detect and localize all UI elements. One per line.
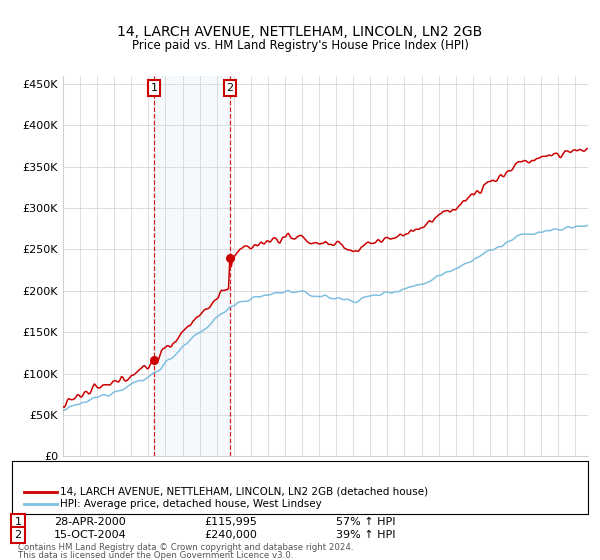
Text: HPI: Average price, detached house, West Lindsey: HPI: Average price, detached house, West… (60, 499, 322, 509)
Text: 2: 2 (14, 530, 22, 540)
Text: £115,995: £115,995 (204, 517, 257, 527)
Text: 2: 2 (227, 83, 234, 93)
Text: Price paid vs. HM Land Registry's House Price Index (HPI): Price paid vs. HM Land Registry's House … (131, 39, 469, 52)
Text: 28-APR-2000: 28-APR-2000 (54, 517, 126, 527)
Text: 1: 1 (14, 517, 22, 527)
Text: This data is licensed under the Open Government Licence v3.0.: This data is licensed under the Open Gov… (18, 551, 293, 560)
Text: Contains HM Land Registry data © Crown copyright and database right 2024.: Contains HM Land Registry data © Crown c… (18, 543, 353, 552)
Bar (154, 76, 230, 456)
Text: 39% ↑ HPI: 39% ↑ HPI (336, 530, 395, 540)
Text: 14, LARCH AVENUE, NETTLEHAM, LINCOLN, LN2 2GB (detached house): 14, LARCH AVENUE, NETTLEHAM, LINCOLN, LN… (60, 487, 428, 497)
Text: 1: 1 (151, 83, 157, 93)
Text: £240,000: £240,000 (204, 530, 257, 540)
Text: 14, LARCH AVENUE, NETTLEHAM, LINCOLN, LN2 2GB: 14, LARCH AVENUE, NETTLEHAM, LINCOLN, LN… (118, 25, 482, 39)
Text: 57% ↑ HPI: 57% ↑ HPI (336, 517, 395, 527)
Text: 15-OCT-2004: 15-OCT-2004 (54, 530, 127, 540)
